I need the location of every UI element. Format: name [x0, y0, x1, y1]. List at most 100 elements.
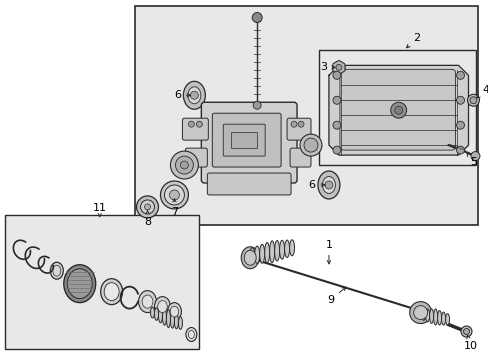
FancyBboxPatch shape	[289, 148, 310, 167]
Ellipse shape	[178, 317, 182, 329]
Ellipse shape	[470, 152, 479, 161]
FancyBboxPatch shape	[286, 118, 310, 140]
Bar	[318, 50, 475, 165]
Ellipse shape	[164, 185, 184, 205]
Circle shape	[332, 121, 340, 129]
Text: 4: 4	[476, 85, 488, 98]
Text: 2: 2	[406, 33, 419, 48]
Ellipse shape	[169, 190, 179, 200]
Circle shape	[456, 146, 464, 154]
Circle shape	[335, 64, 341, 70]
Ellipse shape	[154, 297, 170, 316]
Ellipse shape	[279, 240, 284, 259]
Ellipse shape	[101, 279, 122, 305]
Ellipse shape	[170, 151, 198, 179]
Ellipse shape	[284, 240, 289, 257]
Ellipse shape	[158, 309, 162, 323]
FancyBboxPatch shape	[339, 69, 455, 150]
Text: 11: 11	[93, 203, 106, 217]
Ellipse shape	[180, 161, 188, 169]
Ellipse shape	[144, 204, 150, 210]
Ellipse shape	[187, 87, 201, 104]
Circle shape	[325, 181, 332, 189]
Bar	[231, 132, 257, 148]
Text: 5: 5	[466, 153, 476, 167]
Bar	[5, 215, 199, 350]
Ellipse shape	[264, 243, 269, 263]
Ellipse shape	[322, 176, 335, 193]
Text: 6: 6	[308, 180, 325, 190]
Circle shape	[390, 102, 406, 118]
Circle shape	[253, 101, 261, 109]
Ellipse shape	[167, 303, 181, 320]
Circle shape	[190, 91, 198, 99]
FancyBboxPatch shape	[182, 118, 208, 140]
Ellipse shape	[67, 269, 92, 298]
Ellipse shape	[300, 134, 321, 156]
FancyBboxPatch shape	[201, 102, 296, 183]
Ellipse shape	[269, 241, 274, 263]
Text: 3: 3	[320, 62, 334, 72]
Ellipse shape	[170, 312, 174, 328]
Ellipse shape	[409, 302, 431, 324]
Ellipse shape	[413, 306, 427, 320]
Ellipse shape	[160, 181, 188, 209]
FancyBboxPatch shape	[207, 173, 290, 195]
Ellipse shape	[467, 94, 478, 106]
Ellipse shape	[317, 171, 339, 199]
Ellipse shape	[174, 314, 178, 329]
Polygon shape	[328, 66, 468, 155]
Ellipse shape	[150, 307, 154, 318]
Ellipse shape	[104, 283, 119, 301]
Ellipse shape	[154, 308, 158, 320]
Circle shape	[252, 13, 262, 23]
Ellipse shape	[170, 306, 178, 317]
Circle shape	[332, 146, 340, 154]
Ellipse shape	[142, 295, 153, 308]
FancyBboxPatch shape	[185, 148, 207, 167]
Ellipse shape	[469, 97, 476, 104]
Circle shape	[456, 121, 464, 129]
Circle shape	[332, 96, 340, 104]
Circle shape	[297, 121, 304, 127]
Ellipse shape	[441, 312, 445, 325]
FancyBboxPatch shape	[223, 124, 264, 156]
Ellipse shape	[175, 156, 193, 174]
Ellipse shape	[304, 138, 317, 152]
Circle shape	[456, 71, 464, 79]
Ellipse shape	[138, 291, 156, 312]
Text: 7: 7	[170, 199, 178, 217]
FancyBboxPatch shape	[212, 113, 281, 167]
Bar	[134, 5, 477, 225]
Ellipse shape	[157, 301, 167, 312]
Text: 8: 8	[143, 211, 151, 227]
Ellipse shape	[274, 240, 279, 261]
Ellipse shape	[425, 309, 429, 322]
Circle shape	[290, 121, 296, 127]
Ellipse shape	[185, 328, 197, 342]
Text: 1: 1	[325, 240, 332, 264]
Ellipse shape	[421, 309, 425, 320]
Ellipse shape	[63, 265, 96, 303]
Ellipse shape	[136, 196, 158, 218]
Ellipse shape	[249, 248, 254, 264]
Ellipse shape	[254, 246, 259, 264]
Circle shape	[332, 62, 344, 73]
Circle shape	[332, 71, 340, 79]
Ellipse shape	[166, 310, 170, 328]
Ellipse shape	[460, 326, 471, 337]
Text: 6: 6	[174, 90, 190, 100]
Ellipse shape	[289, 240, 294, 256]
Ellipse shape	[429, 309, 433, 323]
Ellipse shape	[162, 309, 166, 325]
Ellipse shape	[244, 250, 256, 265]
Ellipse shape	[188, 330, 194, 338]
Ellipse shape	[50, 262, 63, 279]
Text: 9: 9	[326, 287, 345, 305]
Ellipse shape	[445, 314, 448, 325]
Circle shape	[196, 121, 202, 127]
Ellipse shape	[183, 81, 205, 109]
Ellipse shape	[259, 244, 264, 263]
Circle shape	[456, 96, 464, 104]
Circle shape	[188, 121, 194, 127]
